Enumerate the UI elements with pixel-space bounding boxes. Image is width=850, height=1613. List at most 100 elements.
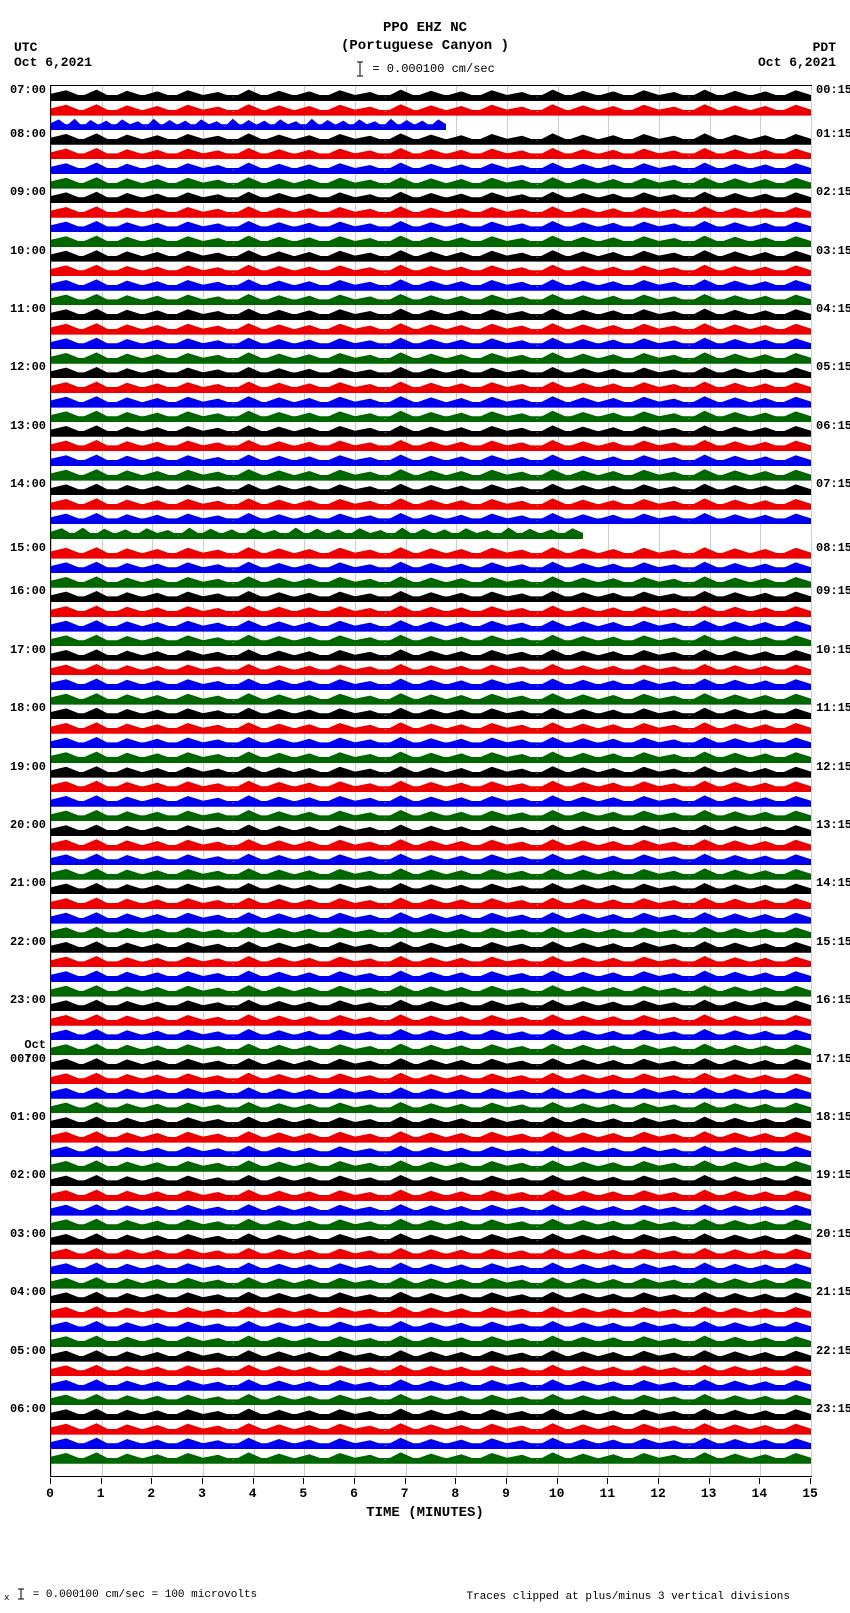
seismic-trace <box>51 1204 811 1216</box>
x-tick <box>253 1478 254 1484</box>
seismic-trace <box>51 1393 811 1405</box>
pdt-time-label: 17:15 <box>816 1052 850 1066</box>
seismic-trace <box>51 663 811 675</box>
seismic-trace <box>51 693 811 705</box>
pdt-time-label: 04:15 <box>816 302 850 316</box>
pdt-time-label: 08:15 <box>816 541 850 555</box>
x-tick-label: 0 <box>46 1486 54 1501</box>
seismic-trace <box>51 868 811 880</box>
seismic-trace <box>51 634 811 646</box>
utc-time-label: 20:00 <box>10 818 46 832</box>
seismic-trace <box>51 999 811 1011</box>
x-tick-label: 12 <box>650 1486 666 1501</box>
seismogram-plot: 07:0000:1508:0001:1509:0002:1510:0003:15… <box>50 85 812 1477</box>
utc-time-label: 23:00 <box>10 993 46 1007</box>
seismic-trace <box>51 926 811 938</box>
x-tick-label: 6 <box>350 1486 358 1501</box>
seismic-trace <box>51 1291 811 1303</box>
seismic-trace <box>51 561 811 573</box>
x-tick <box>151 1478 152 1484</box>
seismogram-container: PPO EHZ NC (Portuguese Canyon ) = 0.0001… <box>0 0 850 1613</box>
seismic-trace <box>51 264 811 276</box>
x-tick-label: 10 <box>549 1486 565 1501</box>
seismic-trace <box>51 337 811 349</box>
seismic-trace <box>51 1277 811 1289</box>
seismic-trace <box>51 839 811 851</box>
utc-time-label: 16:00 <box>10 584 46 598</box>
x-tick <box>658 1478 659 1484</box>
pdt-time-label: 13:15 <box>816 818 850 832</box>
seismic-trace <box>51 1160 811 1172</box>
pdt-time-label: 11:15 <box>816 701 850 715</box>
pdt-time-label: 21:15 <box>816 1285 850 1299</box>
seismic-trace <box>51 1320 811 1332</box>
utc-time-label: 06:00 <box>10 1402 46 1416</box>
seismic-trace <box>51 512 811 524</box>
seismic-trace <box>51 206 811 218</box>
x-tick <box>506 1478 507 1484</box>
scale-bar-icon <box>355 60 365 78</box>
x-tick <box>759 1478 760 1484</box>
seismic-trace <box>51 89 811 101</box>
pdt-time-label: 23:15 <box>816 1402 850 1416</box>
seismic-trace <box>51 1043 811 1055</box>
x-tick-label: 11 <box>600 1486 616 1501</box>
seismic-trace <box>51 678 811 690</box>
seismic-trace <box>51 279 811 291</box>
utc-time-label: 18:00 <box>10 701 46 715</box>
seismic-trace <box>51 425 811 437</box>
seismic-trace <box>51 483 811 495</box>
utc-time-label: 14:00 <box>10 477 46 491</box>
x-tick <box>557 1478 558 1484</box>
utc-time-label: 19:00 <box>10 760 46 774</box>
utc-time-label: 01:00 <box>10 1110 46 1124</box>
pdt-date-label: Oct 6,2021 <box>758 55 836 70</box>
utc-time-label: 09:00 <box>10 185 46 199</box>
pdt-time-label: 16:15 <box>816 993 850 1007</box>
pdt-time-label: 22:15 <box>816 1344 850 1358</box>
seismic-trace <box>51 1145 811 1157</box>
seismic-trace <box>51 1087 811 1099</box>
seismic-trace <box>51 1014 811 1026</box>
pdt-time-label: 12:15 <box>816 760 850 774</box>
seismic-trace <box>51 590 811 602</box>
utc-time-label: 11:00 <box>10 302 46 316</box>
seismic-trace <box>51 970 811 982</box>
x-tick-label: 13 <box>701 1486 717 1501</box>
seismic-trace <box>51 104 811 116</box>
seismic-trace <box>51 751 811 763</box>
seismic-trace <box>51 235 811 247</box>
scale-indicator: = 0.000100 cm/sec <box>0 60 850 78</box>
utc-time-label: 08:00 <box>10 127 46 141</box>
utc-time-label: 10:00 <box>10 244 46 258</box>
utc-time-label: 21:00 <box>10 876 46 890</box>
seismic-trace <box>51 396 811 408</box>
seismic-trace <box>51 736 811 748</box>
seismic-trace <box>51 527 811 539</box>
seismic-trace <box>51 1072 811 1084</box>
seismic-trace <box>51 605 811 617</box>
seismic-trace <box>51 133 811 145</box>
pdt-time-label: 02:15 <box>816 185 850 199</box>
seismic-trace <box>51 1218 811 1230</box>
pdt-time-label: 09:15 <box>816 584 850 598</box>
x-tick-label: 2 <box>147 1486 155 1501</box>
pdt-time-label: 06:15 <box>816 419 850 433</box>
seismic-trace <box>51 1233 811 1245</box>
x-tick <box>354 1478 355 1484</box>
pdt-time-label: 07:15 <box>816 477 850 491</box>
utc-tz-label: UTC <box>14 40 37 55</box>
seismic-trace <box>51 191 811 203</box>
x-axis-title: TIME (MINUTES) <box>0 1505 850 1521</box>
utc-time-label: 07:00 <box>10 83 46 97</box>
seismic-trace <box>51 1335 811 1347</box>
seismic-trace <box>51 897 811 909</box>
seismic-trace <box>51 912 811 924</box>
seismic-trace <box>51 809 811 821</box>
pdt-time-label: 10:15 <box>816 643 850 657</box>
seismic-trace <box>51 766 811 778</box>
seismic-trace <box>51 1116 811 1128</box>
seismic-trace <box>51 352 811 364</box>
seismic-trace <box>51 1408 811 1420</box>
seismic-trace <box>51 381 811 393</box>
